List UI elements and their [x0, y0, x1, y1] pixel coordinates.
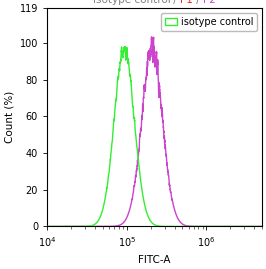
Text: /: /: [171, 0, 180, 5]
Y-axis label: Count (%): Count (%): [4, 91, 14, 143]
Text: P1: P1: [180, 0, 193, 5]
Text: /: /: [193, 0, 203, 5]
Text: P2: P2: [203, 0, 216, 5]
X-axis label: FITC-A: FITC-A: [138, 255, 171, 265]
Text: isotype control: isotype control: [93, 0, 171, 5]
Legend: isotype control: isotype control: [161, 13, 257, 31]
